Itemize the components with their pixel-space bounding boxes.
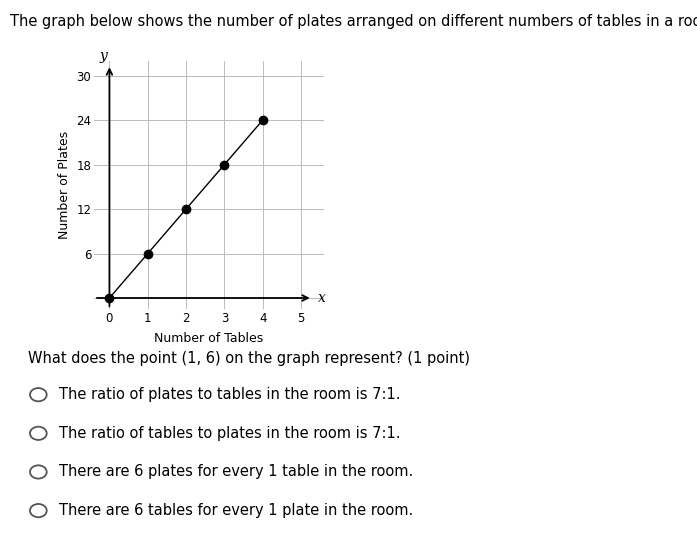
Text: There are 6 plates for every 1 table in the room.: There are 6 plates for every 1 table in … [59,464,413,480]
Text: What does the point (1, 6) on the graph represent? (1 point): What does the point (1, 6) on the graph … [28,351,470,365]
Text: There are 6 tables for every 1 plate in the room.: There are 6 tables for every 1 plate in … [59,503,413,518]
Text: x: x [319,291,326,305]
Y-axis label: Number of Plates: Number of Plates [58,131,71,239]
Text: The graph below shows the number of plates arranged on different numbers of tabl: The graph below shows the number of plat… [10,14,697,29]
X-axis label: Number of Tables: Number of Tables [155,332,263,345]
Text: The ratio of plates to tables in the room is 7:1.: The ratio of plates to tables in the roo… [59,387,401,402]
Text: y: y [100,49,107,63]
Text: The ratio of tables to plates in the room is 7:1.: The ratio of tables to plates in the roo… [59,426,401,441]
